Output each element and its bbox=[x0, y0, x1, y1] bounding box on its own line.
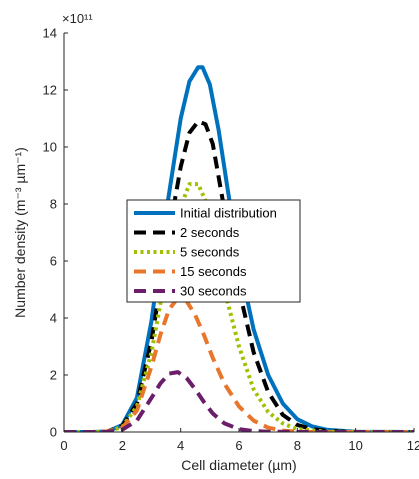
y-axis-exponent-label: ×10¹¹ bbox=[62, 11, 93, 26]
x-tick-label: 10 bbox=[348, 438, 362, 453]
series-line-3 bbox=[64, 296, 414, 432]
x-tick-label: 12 bbox=[407, 438, 419, 453]
x-tick-label: 0 bbox=[60, 438, 67, 453]
series-line-2 bbox=[64, 182, 414, 432]
legend-label-2: 5 seconds bbox=[180, 245, 240, 260]
legend-label-3: 15 seconds bbox=[180, 264, 247, 279]
x-axis-label: Cell diameter (µm) bbox=[181, 457, 296, 473]
y-axis-label: Number density (m⁻³ µm⁻¹) bbox=[12, 147, 28, 318]
y-tick-label: 10 bbox=[43, 140, 57, 155]
x-tick-label: 8 bbox=[294, 438, 301, 453]
y-tick-label: 12 bbox=[43, 83, 57, 98]
y-tick-label: 0 bbox=[50, 425, 57, 440]
legend: Initial distribution 2 seconds 5 seconds 15… bbox=[126, 199, 301, 303]
series-line-1 bbox=[64, 119, 414, 432]
y-tick-label: 4 bbox=[50, 311, 57, 326]
x-tick-label: 4 bbox=[177, 438, 184, 453]
legend-label-1: 2 seconds bbox=[180, 225, 240, 240]
series-line-0 bbox=[64, 65, 414, 432]
legend-label-4: 30 seconds bbox=[180, 284, 247, 299]
y-tick-label: 14 bbox=[43, 26, 57, 41]
x-tick-label: 6 bbox=[235, 438, 242, 453]
y-tick-label: 2 bbox=[50, 368, 57, 383]
y-tick-label: 8 bbox=[50, 197, 57, 212]
legend-label-0: Initial distribution bbox=[180, 206, 277, 221]
series-line-4 bbox=[64, 370, 414, 432]
axes: 0 2 4 6 8 10 12 0 2 4 6 8 10 12 14 bbox=[43, 26, 419, 454]
x-tick-label: 2 bbox=[119, 438, 126, 453]
y-tick-label: 6 bbox=[50, 254, 57, 269]
